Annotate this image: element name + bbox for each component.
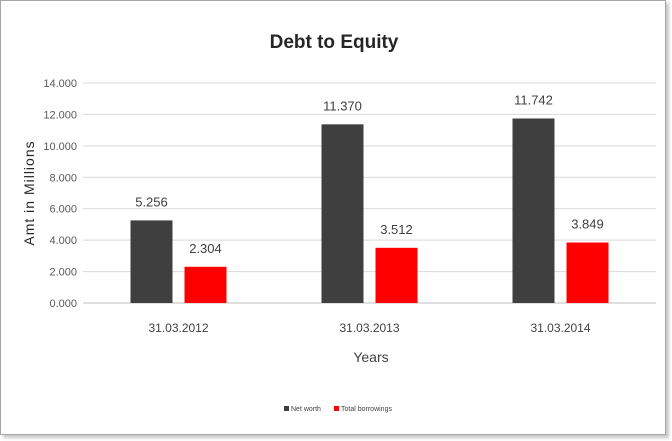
bar-total-borrowings — [375, 247, 418, 303]
y-tick-label: 10.000 — [43, 141, 77, 153]
legend-label: Net worth — [291, 406, 321, 413]
x-tick-label: 31.03.2014 — [530, 321, 590, 335]
data-label: 2.304 — [189, 241, 222, 256]
bars — [130, 118, 609, 304]
x-axis-ticks: 31.03.2012 31.03.2013 31.03.2014 — [148, 321, 590, 335]
bar-net-worth — [321, 124, 364, 303]
legend-label: Total borrowings — [341, 406, 392, 413]
bar-net-worth — [130, 220, 173, 303]
y-axis-title: Amt in Millions — [21, 140, 37, 245]
data-label: 5.256 — [135, 194, 168, 209]
y-tick-label: 8.000 — [49, 172, 77, 184]
bar-total-borrowings — [184, 266, 227, 303]
data-label: 11.742 — [514, 92, 553, 107]
y-tick-label: 4.000 — [49, 235, 77, 247]
debt-to-equity-chart: Debt to Equity 0.000 2.000 4.000 6.000 8.000… — [21, 32, 656, 413]
legend: Net worth Total borrowings — [284, 406, 392, 413]
y-tick-label: 2.000 — [49, 267, 77, 279]
data-label: 3.849 — [571, 217, 604, 232]
y-tick-label: 12.000 — [43, 109, 77, 121]
chart-frame: Debt to Equity 0.000 2.000 4.000 6.000 8.000… — [0, 0, 666, 435]
legend-swatch — [284, 406, 289, 411]
y-tick-label: 14.000 — [43, 78, 77, 90]
legend-swatch — [334, 406, 339, 411]
chart-title: Debt to Equity — [270, 32, 399, 53]
y-tick-label: 0.000 — [49, 298, 77, 310]
data-label: 3.512 — [380, 222, 413, 237]
data-labels: 5.256 2.304 11.370 3.512 11.742 3.849 — [135, 92, 604, 255]
x-tick-label: 31.03.2013 — [339, 321, 399, 335]
y-axis-ticks: 0.000 2.000 4.000 6.000 8.000 10.000 12.000 14.… — [43, 78, 77, 310]
x-axis-title: Years — [353, 349, 388, 365]
bar-net-worth — [512, 118, 555, 304]
bar-total-borrowings — [566, 242, 609, 303]
data-label: 11.370 — [323, 98, 362, 113]
x-tick-label: 31.03.2012 — [148, 321, 208, 335]
gridlines — [83, 82, 656, 304]
y-tick-label: 6.000 — [49, 204, 77, 216]
